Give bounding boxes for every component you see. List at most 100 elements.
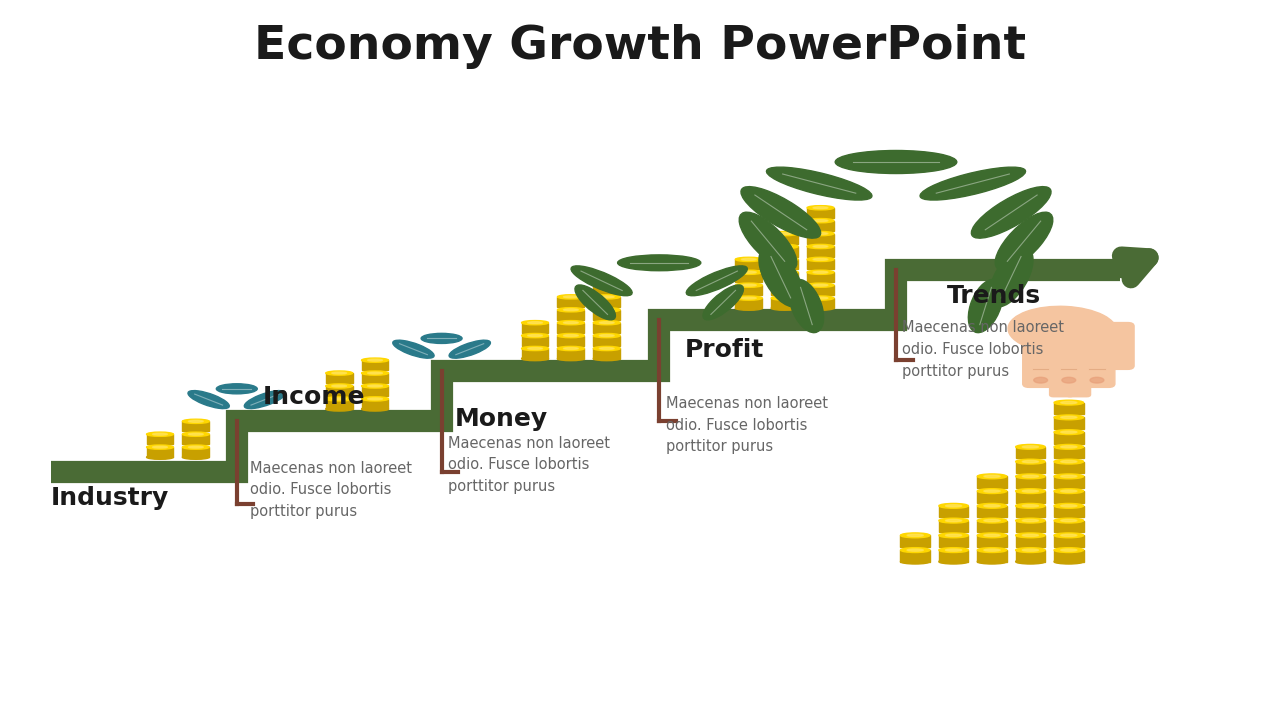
Bar <box>558 336 585 346</box>
Ellipse shape <box>1023 446 1038 448</box>
Bar <box>361 373 389 383</box>
Bar <box>1055 477 1083 488</box>
Bar <box>771 285 799 295</box>
Ellipse shape <box>1061 490 1076 492</box>
Ellipse shape <box>1055 459 1083 464</box>
Ellipse shape <box>522 333 549 338</box>
Ellipse shape <box>421 333 462 343</box>
Ellipse shape <box>1023 490 1038 492</box>
Bar <box>522 323 548 333</box>
Ellipse shape <box>367 385 383 387</box>
Ellipse shape <box>146 432 174 436</box>
Ellipse shape <box>1061 505 1076 507</box>
Ellipse shape <box>1016 459 1046 464</box>
Ellipse shape <box>771 296 799 300</box>
Ellipse shape <box>920 167 1025 200</box>
Ellipse shape <box>361 358 389 362</box>
Ellipse shape <box>558 320 585 325</box>
Ellipse shape <box>901 533 929 538</box>
Ellipse shape <box>813 207 828 209</box>
Ellipse shape <box>777 271 792 274</box>
Ellipse shape <box>367 398 383 400</box>
Ellipse shape <box>1061 402 1076 404</box>
Ellipse shape <box>152 433 168 435</box>
FancyBboxPatch shape <box>1079 330 1115 387</box>
Ellipse shape <box>1023 505 1038 507</box>
Ellipse shape <box>326 384 353 388</box>
Ellipse shape <box>599 335 614 336</box>
FancyBboxPatch shape <box>1051 330 1087 387</box>
Ellipse shape <box>972 186 1051 238</box>
Text: Profit: Profit <box>685 338 764 362</box>
Bar <box>182 434 209 444</box>
Ellipse shape <box>558 294 585 299</box>
Bar <box>558 310 585 320</box>
Bar <box>808 285 835 295</box>
Ellipse shape <box>599 348 614 349</box>
Ellipse shape <box>332 372 347 374</box>
Bar <box>978 491 1007 503</box>
Ellipse shape <box>978 533 1007 538</box>
Ellipse shape <box>984 475 1000 477</box>
Ellipse shape <box>1061 534 1076 536</box>
Bar <box>978 521 1007 532</box>
Bar <box>735 272 763 282</box>
Ellipse shape <box>599 309 614 311</box>
Ellipse shape <box>978 548 1007 552</box>
Ellipse shape <box>449 340 490 359</box>
Ellipse shape <box>183 419 210 423</box>
Ellipse shape <box>575 285 616 320</box>
Bar <box>325 386 353 396</box>
Ellipse shape <box>741 186 820 238</box>
Bar <box>522 348 548 359</box>
Bar <box>808 233 835 243</box>
Bar <box>558 323 585 333</box>
Ellipse shape <box>808 296 835 300</box>
Bar <box>771 259 799 269</box>
Ellipse shape <box>808 270 835 274</box>
Bar <box>146 434 174 444</box>
Bar <box>594 284 620 294</box>
Ellipse shape <box>735 283 763 287</box>
Ellipse shape <box>1061 475 1076 477</box>
FancyBboxPatch shape <box>1066 374 1091 397</box>
Bar <box>1055 418 1083 429</box>
Ellipse shape <box>558 307 585 312</box>
Ellipse shape <box>152 446 168 448</box>
Ellipse shape <box>326 407 353 411</box>
Bar <box>808 220 835 230</box>
Ellipse shape <box>946 549 961 552</box>
Ellipse shape <box>813 284 828 286</box>
Ellipse shape <box>989 248 1033 307</box>
Ellipse shape <box>771 257 799 261</box>
Ellipse shape <box>741 297 756 299</box>
Text: Trends: Trends <box>947 284 1042 308</box>
Bar <box>771 272 799 282</box>
Ellipse shape <box>1055 444 1083 449</box>
Ellipse shape <box>1016 489 1046 493</box>
Ellipse shape <box>946 505 961 507</box>
Ellipse shape <box>735 270 763 274</box>
Ellipse shape <box>940 559 969 564</box>
Ellipse shape <box>563 309 579 311</box>
Ellipse shape <box>813 233 828 235</box>
Ellipse shape <box>1016 444 1046 449</box>
Ellipse shape <box>946 534 961 536</box>
FancyBboxPatch shape <box>1023 330 1059 387</box>
Ellipse shape <box>558 346 585 351</box>
Ellipse shape <box>771 306 799 310</box>
Bar <box>1016 536 1046 547</box>
Ellipse shape <box>216 384 257 394</box>
Ellipse shape <box>527 322 543 324</box>
Bar <box>594 323 620 333</box>
Bar <box>940 506 969 518</box>
Ellipse shape <box>741 258 756 261</box>
Ellipse shape <box>808 206 835 210</box>
Bar <box>558 297 585 307</box>
Ellipse shape <box>735 306 763 310</box>
Text: Maecenas non laoreet
odio. Fusce lobortis
porttitor purus: Maecenas non laoreet odio. Fusce loborti… <box>666 396 828 454</box>
Bar <box>1016 491 1046 503</box>
Ellipse shape <box>188 420 204 423</box>
Bar <box>808 246 835 256</box>
Ellipse shape <box>771 270 799 274</box>
